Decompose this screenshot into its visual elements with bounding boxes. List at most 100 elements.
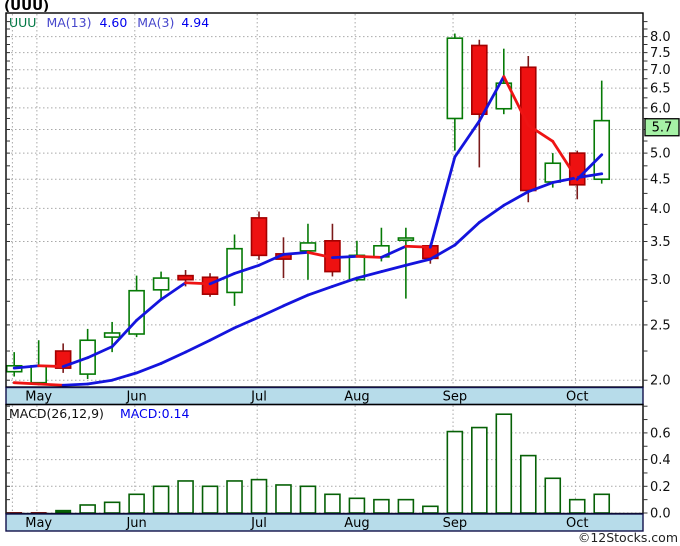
ma3-line [551, 139, 579, 181]
ma13-line [282, 293, 310, 308]
macd-axis-label: 0.2 [650, 480, 671, 495]
ma3-line [37, 364, 65, 368]
price-axis-label: 5.0 [650, 147, 671, 162]
macd-label: MACD(26,12,9) [9, 406, 104, 421]
macd-bar [250, 478, 268, 514]
candlestick [446, 37, 464, 120]
legend-ma13-value: 4.60 [99, 15, 128, 30]
macd-bar [397, 498, 415, 514]
candlestick [593, 119, 611, 181]
macd-bar [593, 493, 611, 514]
macd-bar [177, 480, 194, 514]
candlestick [397, 237, 415, 241]
macd-bar [373, 498, 390, 514]
price-panel-frame [5, 12, 644, 388]
candlestick [177, 274, 194, 281]
ma13-line [551, 176, 579, 184]
ma13-line [404, 257, 432, 267]
price-axis-label: 4.5 [650, 173, 671, 188]
ma13-line [12, 381, 41, 386]
candlestick [30, 364, 47, 384]
month-label: Oct [566, 390, 588, 405]
month-label: May [25, 390, 52, 405]
candlestick [152, 277, 170, 291]
ma3-line [453, 119, 481, 159]
macd-axis-label: 0.4 [650, 453, 671, 468]
macd-bar [201, 485, 219, 514]
price-axis-label: 4.0 [650, 202, 671, 217]
ma3-line [379, 244, 408, 259]
macd-bar [544, 477, 562, 514]
ma3-line [12, 364, 41, 370]
current-price-label: 5.7 [652, 121, 673, 136]
macd-bar [471, 426, 488, 514]
price-axis-label: 6.5 [650, 82, 671, 97]
macd-bar [519, 454, 537, 514]
macd-bar [152, 485, 170, 514]
macd-bar [422, 505, 439, 514]
price-axis-label: 7.0 [650, 63, 671, 78]
ma3-line [135, 298, 163, 322]
ma13-line [477, 203, 506, 224]
legend-ma3-value: 4.94 [181, 15, 210, 30]
watermark: ©12Stocks.com [577, 530, 678, 545]
ma13-line [306, 285, 334, 297]
candlestick [299, 242, 317, 252]
macd-bar [103, 501, 121, 514]
month-label: Jul [250, 390, 267, 405]
month-label: Oct [566, 516, 588, 531]
macd-bar [299, 485, 317, 514]
ma3-line [282, 250, 310, 256]
macd-bar [324, 493, 341, 514]
ma13-line [110, 371, 139, 382]
month-band [5, 513, 644, 532]
candlestick [544, 162, 562, 183]
ma3-line [355, 254, 383, 259]
macd-bar [226, 480, 243, 514]
ma3-line [61, 356, 90, 368]
ma13-line [502, 190, 530, 207]
macd-legend: MACD(26,12,9) MACD:0.14 [9, 406, 205, 421]
ma3-line [477, 75, 506, 123]
ma13-line [453, 221, 481, 247]
candlestick [103, 332, 121, 338]
ma3-line [331, 254, 359, 260]
month-label: Aug [344, 390, 369, 405]
ma13-line [159, 350, 187, 365]
legend-symbol: UUU [9, 15, 37, 30]
macd-bar [79, 504, 96, 514]
candlestick [495, 82, 513, 110]
macd-axis-label: 0.6 [650, 426, 671, 441]
month-label: Aug [344, 516, 369, 531]
ma3-line [233, 263, 261, 275]
ma3-line [208, 272, 236, 286]
macd-bar [495, 413, 513, 514]
price-axis-label: 8.0 [650, 30, 671, 45]
month-label: Sep [443, 390, 468, 405]
macd-bar [568, 498, 586, 514]
ma3-line [257, 252, 285, 267]
page-title: (UUU) [4, 0, 50, 14]
price-chart-legend: UUU MA(13) 4.60 MA(3) 4.94 [9, 15, 219, 30]
current-price-badge [644, 118, 680, 137]
ma13-line [37, 382, 65, 387]
month-label: Jun [125, 516, 146, 531]
macd-value: MACD:0.14 [119, 406, 190, 421]
macd-bar [446, 430, 464, 514]
candlestick [250, 217, 268, 257]
macd-axis-label: 0.0 [650, 507, 671, 522]
price-axis-label: 3.0 [650, 273, 671, 288]
legend-ma3-label: MA(3) [137, 15, 175, 30]
ma13-line [233, 315, 261, 330]
macd-bar [348, 497, 366, 514]
ma3-line [502, 75, 530, 127]
ma13-line [61, 382, 90, 387]
ma3-line [404, 244, 432, 249]
ma13-line [208, 326, 236, 342]
ma3-line [575, 153, 604, 181]
price-axis-label: 2.0 [650, 374, 671, 389]
price-axis-label: 6.0 [650, 101, 671, 116]
price-axis-label: 3.5 [650, 235, 671, 250]
